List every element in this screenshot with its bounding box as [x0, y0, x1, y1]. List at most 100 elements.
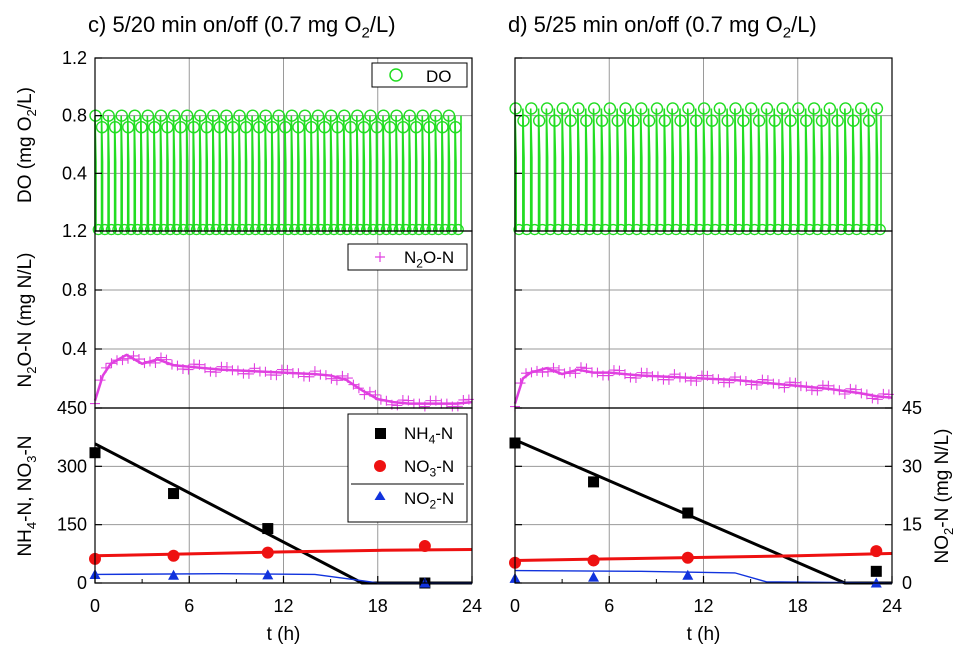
do-point: [318, 120, 331, 134]
do-point: [180, 109, 194, 122]
do-point: [540, 102, 554, 115]
do-point: [135, 120, 148, 134]
n2o-point: [260, 366, 271, 377]
do-point: [855, 102, 868, 115]
do-point: [599, 223, 611, 236]
do-point: [862, 114, 876, 127]
do-point: [713, 102, 727, 115]
do-point: [693, 223, 706, 236]
do-point: [266, 120, 279, 134]
n2o-point: [392, 400, 403, 411]
do-point: [635, 102, 648, 115]
do-point: [807, 102, 821, 115]
y-tick-label: 1.2: [62, 221, 87, 241]
n2o-point: [515, 378, 526, 389]
nh4-point: [682, 507, 694, 519]
do-point: [662, 223, 674, 236]
n2o-point: [553, 364, 564, 375]
do-point: [752, 114, 766, 127]
do-point: [858, 223, 871, 236]
n2o-point: [834, 385, 845, 396]
n2o-point: [133, 354, 144, 365]
do-point: [144, 223, 157, 236]
n2o-point: [95, 375, 106, 386]
n2o-point: [243, 368, 254, 379]
n2o-point: [249, 363, 260, 374]
nh4-point: [588, 476, 600, 488]
do-point: [154, 109, 168, 122]
y-tick-label: 150: [57, 515, 87, 535]
no3-point: [167, 549, 180, 562]
do-point: [367, 223, 379, 236]
do-point: [223, 223, 235, 236]
n2o-point: [652, 371, 663, 382]
n2o-point: [441, 398, 452, 409]
no2-point: [588, 571, 600, 582]
do-point: [158, 223, 170, 236]
do-point: [847, 114, 860, 127]
do-point: [741, 223, 753, 236]
do-point: [654, 223, 666, 236]
do-point: [351, 109, 364, 122]
n2o-point: [304, 371, 315, 382]
panel-d: d) 5/25 min on/off (0.7 mg O2/L) 0 6 12 18 24…: [508, 12, 922, 645]
n2o-point: [823, 380, 834, 391]
do-point: [509, 102, 522, 115]
n2o-point: [293, 368, 304, 379]
do-point: [292, 120, 305, 134]
n2o-point: [564, 366, 575, 377]
n2o-point: [106, 358, 117, 369]
do-point: [532, 114, 546, 127]
do-point: [607, 223, 619, 236]
y2-tick-label: 30: [902, 456, 922, 476]
do-point: [446, 223, 458, 236]
do-point: [423, 120, 436, 134]
do-point: [328, 223, 340, 236]
do-point: [138, 223, 150, 236]
do-point: [161, 120, 174, 134]
do-point: [416, 109, 429, 122]
do-point: [796, 223, 808, 236]
do-point: [572, 102, 585, 115]
do-point: [517, 114, 530, 127]
x-tick-label: 6: [604, 596, 614, 616]
legend-box: [347, 243, 468, 271]
do-point: [334, 223, 347, 236]
y-tick-label: 1.2: [62, 48, 87, 68]
do-point: [403, 109, 416, 122]
do-point: [788, 223, 800, 236]
do-point: [442, 109, 456, 122]
do-point: [331, 120, 344, 134]
do-point: [792, 102, 805, 115]
do-point: [95, 120, 109, 134]
no3-point: [681, 551, 694, 564]
do-point: [112, 223, 124, 236]
n2o-point: [526, 367, 537, 378]
no2-point: [168, 569, 180, 580]
n2o-point: [337, 370, 348, 381]
legend-do: DO: [371, 62, 468, 88]
n2o-point: [751, 379, 762, 390]
n2o-point: [183, 364, 194, 375]
legend-box: [371, 62, 468, 88]
do-point: [148, 120, 161, 134]
do-point: [615, 223, 627, 236]
n2o-point: [828, 384, 839, 395]
x-tick-label: 6: [184, 596, 194, 616]
n2o-point: [861, 389, 872, 400]
x-tick-label: 18: [788, 596, 808, 616]
do-point: [236, 223, 248, 236]
do-point: [390, 109, 403, 122]
n2o-point: [812, 385, 823, 396]
do-point: [666, 102, 679, 115]
do-point: [631, 223, 643, 236]
do-point: [311, 109, 325, 122]
do-point: [171, 223, 183, 236]
n2o-point: [779, 382, 790, 393]
nh4-point: [168, 488, 180, 500]
do-point: [321, 223, 334, 236]
do-point: [128, 109, 141, 122]
do-point: [302, 223, 314, 236]
do-point: [131, 223, 144, 236]
n2o-point: [592, 367, 603, 378]
